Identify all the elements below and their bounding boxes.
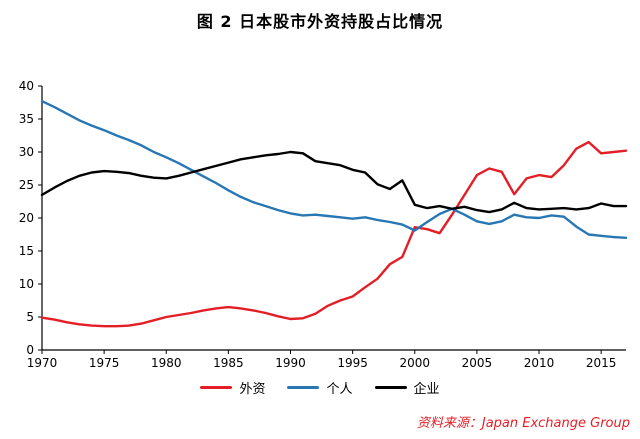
legend-swatch-enterprise — [374, 386, 407, 389]
x-tick-label: 2005 — [462, 356, 493, 370]
x-tick-label: 2010 — [524, 356, 555, 370]
legend-item-foreign: 外资 — [200, 378, 265, 397]
chart-area: 0 5 10 15 20 25 30 35 40 1970 1975 1980 1985 1990 1995… — [0, 76, 640, 376]
y-tick-label: 25 — [19, 178, 34, 192]
y-tick-label: 0 — [26, 343, 34, 357]
series-line-individual — [40, 100, 628, 240]
legend-item-enterprise: 企业 — [374, 378, 440, 397]
x-tick-label: 2000 — [399, 356, 430, 370]
y-tick-label: 5 — [26, 310, 34, 324]
x-tick-label: 1990 — [275, 356, 306, 370]
x-tick-label: 2015 — [586, 356, 617, 370]
x-tick-label: 1975 — [89, 356, 120, 370]
y-tick-label: 40 — [19, 79, 34, 93]
x-tick-label: 1980 — [151, 356, 182, 370]
chart-legend: 外资 个人 企业 — [0, 378, 640, 397]
y-tick-label: 10 — [19, 277, 34, 291]
line-chart: 0 5 10 15 20 25 30 35 40 1970 1975 1980 1985 1990 1995… — [19, 79, 628, 370]
legend-item-individual: 个人 — [287, 378, 353, 397]
legend-label-foreign: 外资 — [239, 382, 266, 397]
y-tick-label: 20 — [19, 211, 34, 225]
source-note: 资料来源：Japan Exchange Group — [416, 416, 630, 431]
y-tick-label: 35 — [19, 112, 34, 126]
x-tick-label: 1985 — [213, 356, 244, 370]
y-tick-label: 30 — [19, 145, 34, 159]
legend-label-enterprise: 企业 — [413, 382, 440, 397]
legend-swatch-foreign — [200, 386, 233, 389]
chart-title: 图 2 日本股市外资持股占比情况 — [196, 12, 444, 31]
legend-label-individual: 个人 — [326, 382, 353, 397]
series-line-foreign — [40, 140, 628, 328]
y-tick-label: 15 — [19, 244, 34, 258]
x-tick-label: 1970 — [27, 356, 58, 370]
x-tick-label: 1995 — [337, 356, 368, 370]
legend-swatch-individual — [287, 386, 320, 389]
series-line-enterprise — [40, 150, 628, 214]
